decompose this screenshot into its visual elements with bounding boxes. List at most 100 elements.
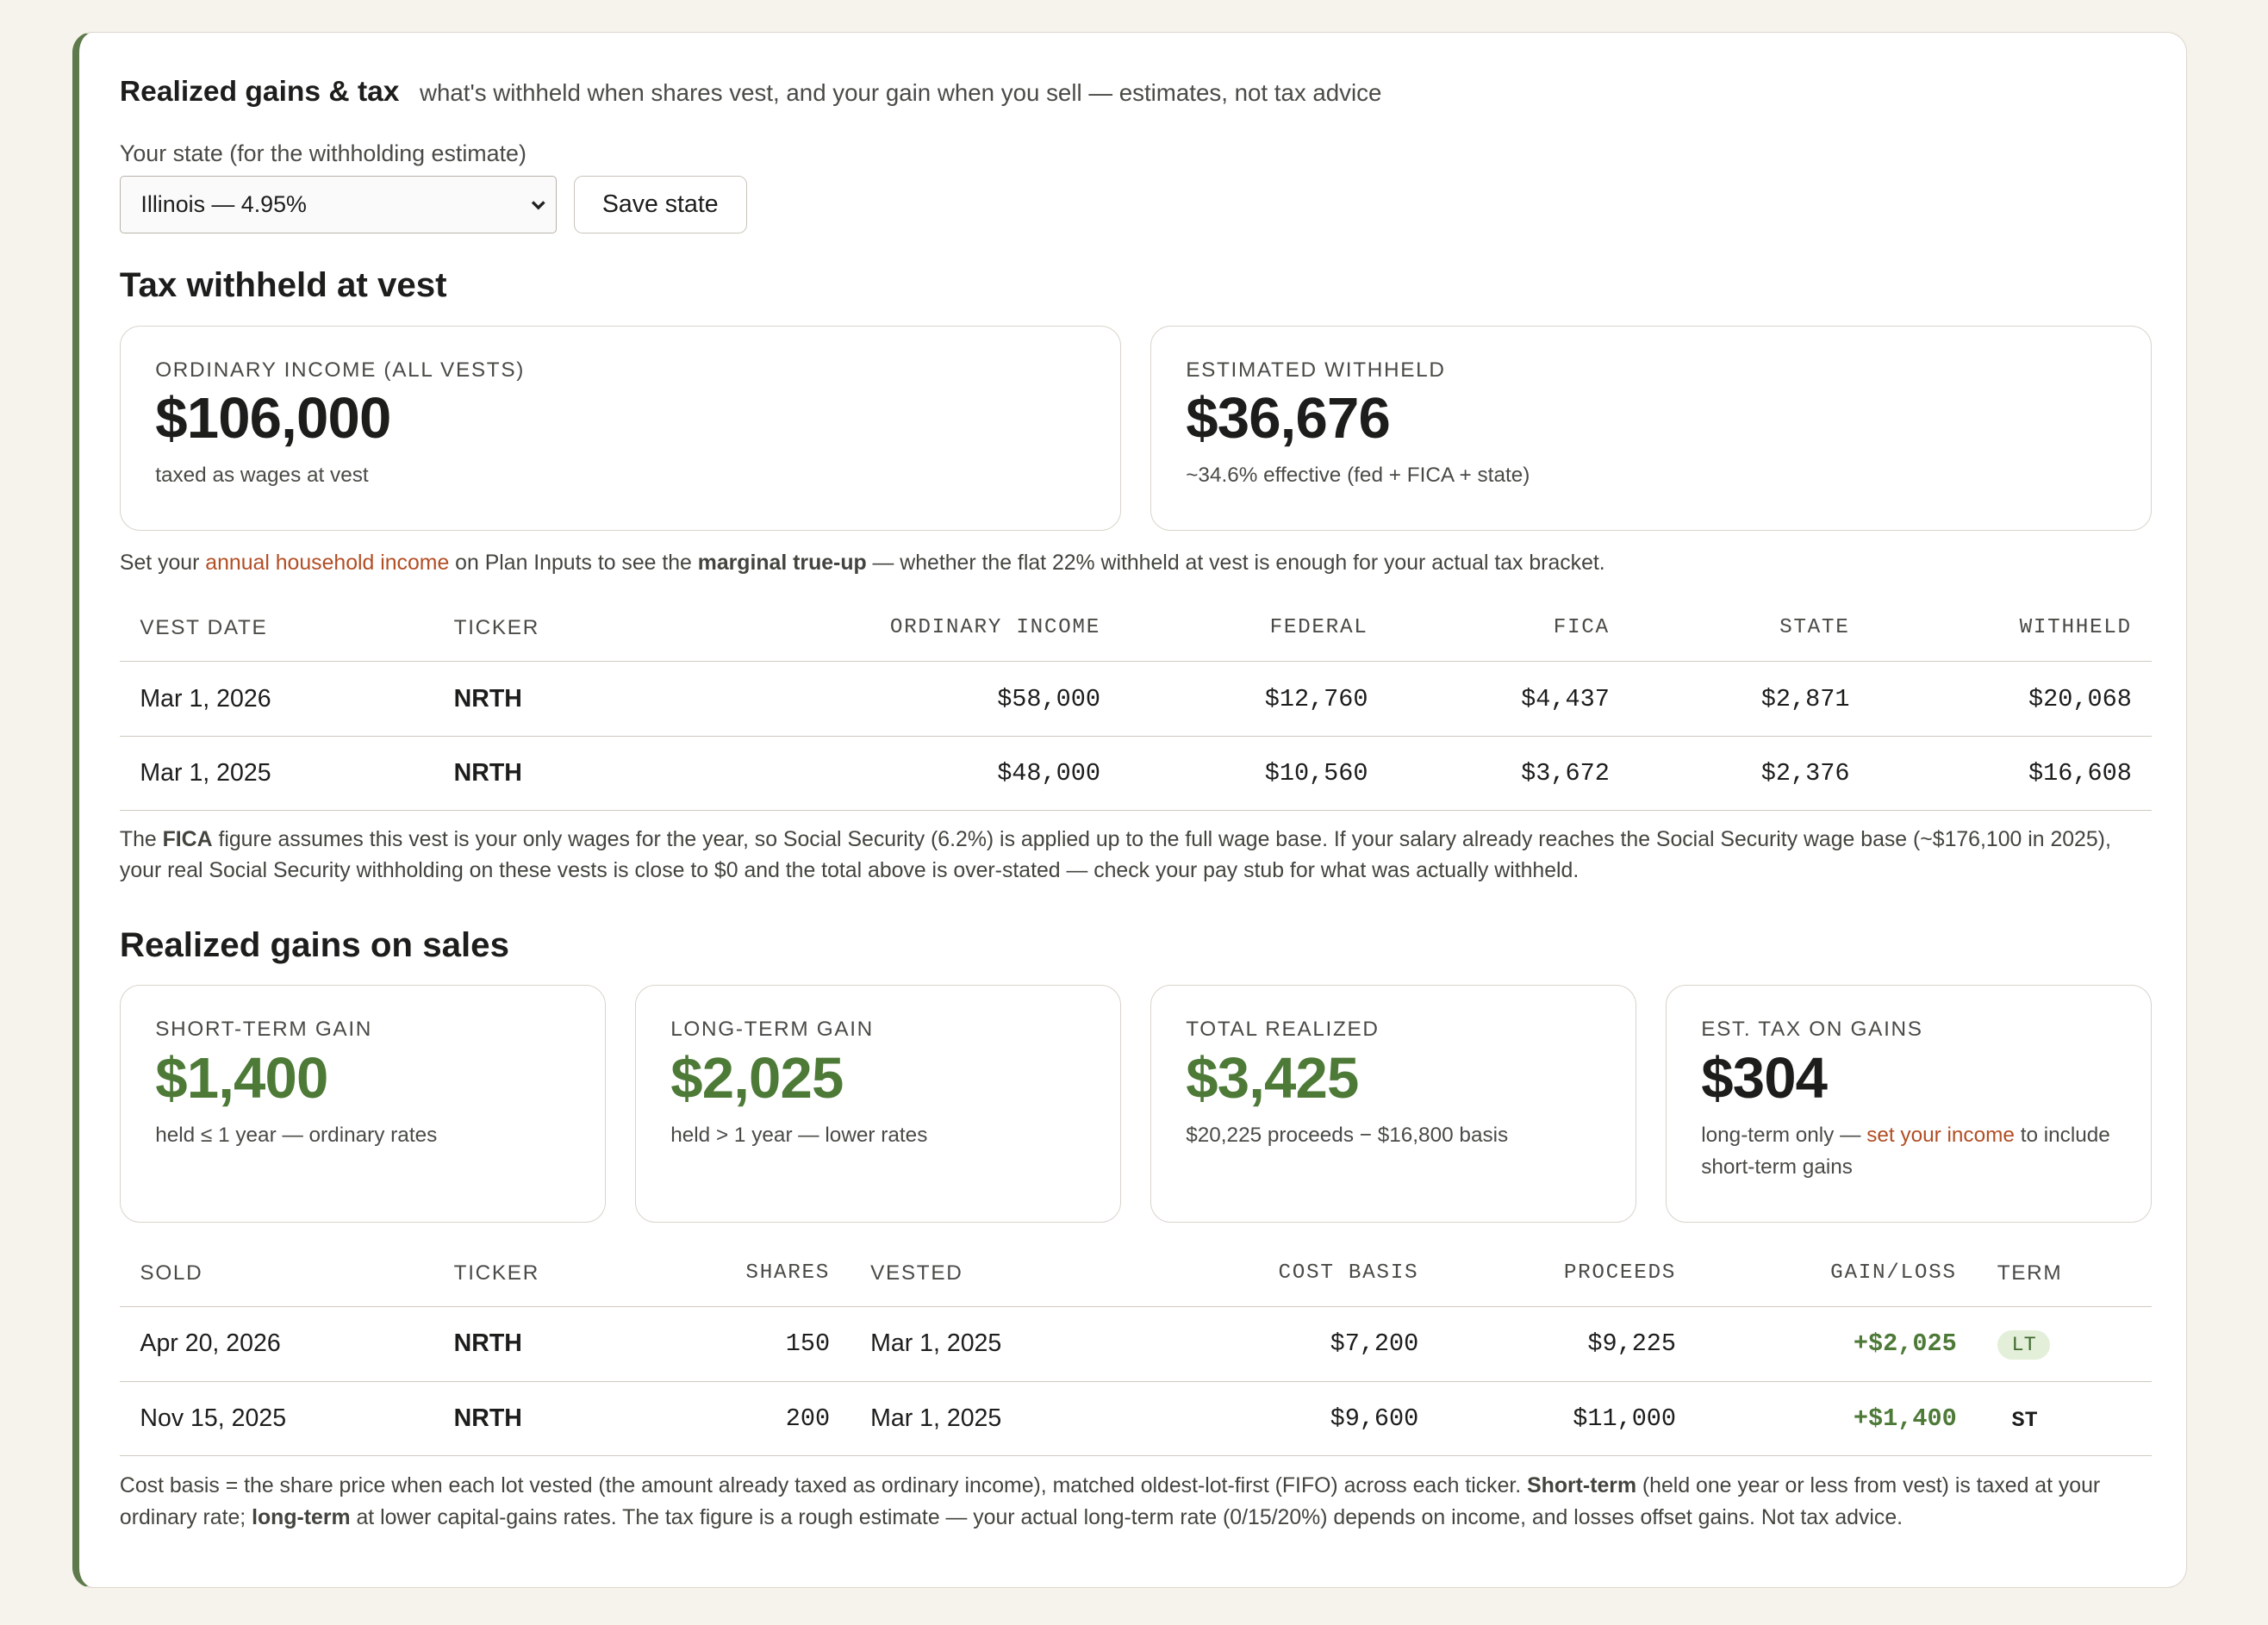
cell: Nov 15, 2025 xyxy=(119,1381,434,1457)
column-header: FICA xyxy=(1388,595,1630,663)
card: LONG-TERM GAIN $2,025 held > 1 year — lo… xyxy=(634,985,1122,1223)
cell: $12,760 xyxy=(1120,661,1389,737)
text: Set your xyxy=(119,551,206,576)
bold-text: marginal true-up xyxy=(697,551,867,576)
section-heading: Realized gains on sales xyxy=(119,925,509,964)
cell: $7,200 xyxy=(1156,1306,1439,1382)
cell: Mar 1, 2026 xyxy=(119,661,434,737)
cell: 150 xyxy=(650,1306,850,1382)
text: Cost basis = the share price when each l… xyxy=(119,1474,1528,1498)
cell: $48,000 xyxy=(794,736,1121,812)
column-header: GAIN/LOSS xyxy=(1696,1239,1978,1308)
card-note: ~34.6% effective (fed + FICA + state) xyxy=(1186,464,1530,488)
card: ORDINARY INCOME (ALL VESTS) $106,000 tax… xyxy=(119,325,1122,532)
column-header: TICKER xyxy=(433,595,795,663)
card-label: EST. TAX ON GAINS xyxy=(1701,1018,1923,1042)
chevron xyxy=(531,201,545,210)
card-note: held ≤ 1 year — ordinary rates xyxy=(155,1123,438,1147)
cell: $10,560 xyxy=(1120,736,1389,812)
state-select[interactable]: Illinois — 4.95% xyxy=(119,176,557,234)
cell: LT xyxy=(1977,1306,2153,1382)
notice: Set your annual household income on Plan… xyxy=(120,548,2152,580)
cell: $2,871 xyxy=(1629,661,1870,737)
cell: NRTH xyxy=(433,736,795,812)
cell: NRTH xyxy=(433,1306,651,1382)
section-heading: Tax withheld at vest xyxy=(119,265,447,305)
cell: $58,000 xyxy=(794,661,1121,737)
card-value: $36,676 xyxy=(1186,386,1391,451)
card-note: held > 1 year — lower rates xyxy=(670,1123,928,1147)
text: figure assumes this vest is your only wa… xyxy=(119,827,2111,883)
sales-table: SOLD TICKER SHARES VESTED COST BASIS PRO… xyxy=(119,1239,2153,1457)
card-note: long-term only — set your income to incl… xyxy=(1701,1120,2116,1184)
column-header: STATE xyxy=(1629,595,1870,663)
text: The xyxy=(119,827,163,851)
header-row: SOLD TICKER SHARES VESTED COST BASIS PRO… xyxy=(119,1239,2153,1308)
cell: Mar 1, 2025 xyxy=(850,1381,1157,1457)
header: Realized gains & tax what's withheld whe… xyxy=(120,76,2152,109)
column-header: TERM xyxy=(1977,1239,2153,1308)
cell: +$1,400 xyxy=(1696,1381,1978,1457)
link[interactable]: set your income xyxy=(1866,1123,2015,1147)
text: long-term only — xyxy=(1701,1123,1867,1147)
bold-text: Short-term xyxy=(1527,1474,1637,1498)
state-selected: Illinois — 4.95% xyxy=(140,191,307,218)
card-value: $3,425 xyxy=(1186,1045,1359,1111)
column-header: ORDINARY INCOME xyxy=(794,595,1121,663)
cards: SHORT-TERM GAIN $1,400 held ≤ 1 year — o… xyxy=(119,985,2153,1223)
column-header: SOLD xyxy=(119,1239,434,1308)
column-header: TICKER xyxy=(433,1239,651,1308)
cell: Apr 20, 2026 xyxy=(119,1306,434,1382)
card-label: LONG-TERM GAIN xyxy=(670,1018,874,1042)
card: TOTAL REALIZED $3,425 $20,225 proceeds −… xyxy=(1150,985,1637,1223)
cell: $9,600 xyxy=(1156,1381,1439,1457)
card-value: $304 xyxy=(1701,1045,1828,1111)
subtitle: what's withheld when shares vest, and yo… xyxy=(419,79,1382,107)
cell: 200 xyxy=(650,1381,850,1457)
card-label: ESTIMATED WITHHELD xyxy=(1186,358,1446,382)
card-note: $20,225 proceeds − $16,800 basis xyxy=(1186,1123,1509,1147)
cell: $16,608 xyxy=(1869,736,2153,812)
column-header: WITHHELD xyxy=(1869,595,2153,663)
footnote: Cost basis = the share price when each l… xyxy=(120,1471,2152,1535)
save-button[interactable]: Save state xyxy=(573,176,747,234)
state-label: Your state (for the withholding estimate… xyxy=(119,140,526,167)
cell: $2,376 xyxy=(1629,736,1870,812)
header-row: VEST DATE TICKER ORDINARY INCOME FEDERAL… xyxy=(119,595,2153,663)
cell: $3,672 xyxy=(1388,736,1630,812)
card-value: $1,400 xyxy=(155,1045,328,1111)
text: to include short-term gains xyxy=(1701,1123,2110,1179)
cell: +$2,025 xyxy=(1696,1306,1978,1382)
term-badge: LT xyxy=(1997,1330,2051,1360)
card-label: SHORT-TERM GAIN xyxy=(155,1018,373,1042)
panel: Realized gains & tax what's withheld whe… xyxy=(72,31,2188,1589)
footnote: The FICA figure assumes this vest is you… xyxy=(120,825,2152,888)
card: ESTIMATED WITHHELD $36,676 ~34.6% effect… xyxy=(1150,325,2153,532)
text: (held one year or less from vest) is tax… xyxy=(119,1474,2101,1529)
row: Apr 20, 2026 NRTH 150 Mar 1, 2025 $7,200… xyxy=(119,1306,2153,1382)
withholding-table: VEST DATE TICKER ORDINARY INCOME FEDERAL… xyxy=(119,595,2153,812)
card-label: ORDINARY INCOME (ALL VESTS) xyxy=(155,358,526,382)
cell: NRTH xyxy=(433,661,795,737)
title: Realized gains & tax xyxy=(119,76,400,109)
column-header: COST BASIS xyxy=(1156,1239,1439,1308)
cell: $9,225 xyxy=(1438,1306,1697,1382)
cards: ORDINARY INCOME (ALL VESTS) $106,000 tax… xyxy=(119,325,2153,532)
column-header: FEDERAL xyxy=(1120,595,1389,663)
column-header: VEST DATE xyxy=(119,595,434,663)
card-note: taxed as wages at vest xyxy=(155,464,369,488)
card-value: $106,000 xyxy=(155,386,391,451)
card-label: TOTAL REALIZED xyxy=(1186,1018,1380,1042)
card: EST. TAX ON GAINS $304 long-term only — … xyxy=(1665,985,2153,1223)
cell: $11,000 xyxy=(1438,1381,1697,1457)
cell: $4,437 xyxy=(1388,661,1630,737)
cell: ST xyxy=(1977,1381,2153,1457)
row: Mar 1, 2025 NRTH $48,000 $10,560 $3,672 … xyxy=(119,736,2153,812)
row: Nov 15, 2025 NRTH 200 Mar 1, 2025 $9,600… xyxy=(119,1381,2153,1457)
column-header: PROCEEDS xyxy=(1438,1239,1697,1308)
state-picker: Illinois — 4.95% Save state xyxy=(119,176,2152,234)
cell: Mar 1, 2025 xyxy=(850,1306,1157,1382)
link[interactable]: annual household income xyxy=(205,551,450,576)
bold-text: long-term xyxy=(252,1506,351,1529)
